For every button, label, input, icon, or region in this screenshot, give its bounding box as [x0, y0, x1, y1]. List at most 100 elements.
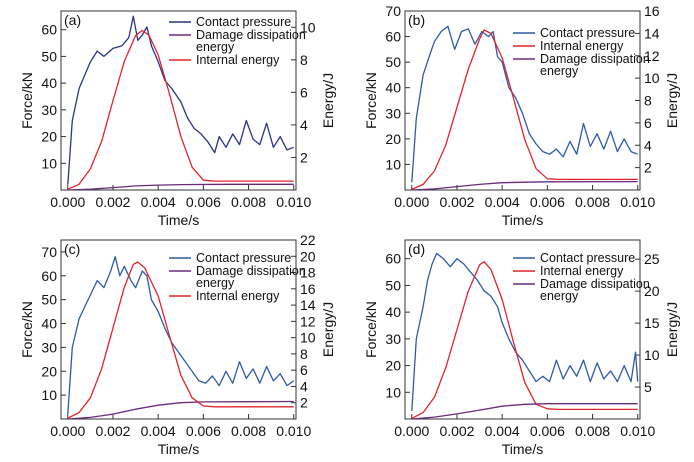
x-tick-label: 0.002	[439, 194, 474, 210]
series-line-internal-energy	[67, 261, 294, 419]
chart-panel-2: 0.000 0.002 0.004 0.006 0.008 0.010 10 20 30 40 50…	[19, 232, 336, 457]
y-right-tick-label: 6	[300, 362, 308, 378]
y-left-axis-label: Force/kN	[19, 301, 35, 358]
y-right-tick-label: 10	[644, 70, 660, 86]
x-tick-label: 0.008	[575, 194, 610, 210]
y-left-tick-label: 30	[385, 105, 401, 121]
legend-entry: Internal energy	[540, 264, 624, 278]
y-right-tick-label: 12	[300, 313, 316, 329]
y-right-tick-label: 10	[644, 347, 660, 363]
y-right-tick-label: 2	[300, 149, 308, 165]
panel-label: (d)	[408, 241, 425, 257]
y-left-tick-label: 50	[41, 48, 57, 64]
y-right-tick-label: 2	[644, 160, 652, 176]
y-left-tick-label: 40	[385, 304, 401, 320]
y-left-tick-label: 10	[385, 384, 401, 400]
x-tick-label: 0.000	[394, 194, 429, 210]
y-left-tick-label: 60	[385, 29, 401, 45]
x-tick-label: 0.000	[394, 423, 429, 439]
y-right-tick-label: 20	[644, 283, 660, 299]
x-axis-label: Time/s	[158, 441, 199, 457]
x-tick-label: 0.008	[575, 423, 610, 439]
y-left-tick-label: 10	[385, 156, 401, 172]
legend-entry: Internal energy	[540, 39, 624, 53]
x-tick-label: 0.010	[276, 423, 311, 439]
x-tick-label: 0.010	[620, 194, 655, 210]
x-tick-label: 0.004	[141, 194, 176, 210]
series-line-damage-dissipation-energy	[411, 180, 638, 190]
legend-entry: Contact pressure	[196, 15, 291, 29]
legend-entry: Damage dissipation energy	[540, 52, 650, 78]
x-axis-label: Time/s	[502, 212, 543, 228]
series-line-contact-pressure	[411, 252, 639, 412]
x-tick-label: 0.006	[186, 194, 221, 210]
y-left-tick-label: 70	[41, 244, 57, 260]
series-line-contact-pressure	[411, 25, 638, 183]
y-right-axis-label: Energy/J	[320, 302, 336, 357]
x-tick-label: 0.006	[530, 423, 565, 439]
x-tick-label: 0.010	[620, 423, 655, 439]
y-left-tick-label: 60	[385, 251, 401, 267]
y-left-tick-label: 70	[385, 3, 401, 19]
plot-frame	[404, 239, 641, 420]
y-left-tick-label: 40	[385, 80, 401, 96]
y-left-tick-label: 50	[41, 292, 57, 308]
panel-label: (a)	[64, 12, 81, 28]
x-tick-label: 0.010	[276, 194, 311, 210]
y-right-tick-label: 4	[644, 137, 652, 153]
series-line-contact-pressure	[67, 15, 294, 185]
x-tick-label: 0.006	[186, 423, 221, 439]
y-right-axis-label: Energy/J	[664, 302, 680, 357]
y-right-tick-label: 8	[300, 346, 308, 362]
y-left-tick-label: 30	[41, 102, 57, 118]
series-line-internal-energy	[411, 29, 638, 190]
x-tick-label: 0.004	[141, 423, 176, 439]
y-left-tick-label: 10	[41, 387, 57, 403]
legend-entry: Contact pressure	[196, 251, 291, 265]
y-right-tick-label: 10	[300, 330, 316, 346]
y-right-tick-label: 6	[300, 84, 308, 100]
x-tick-label: 0.000	[50, 423, 85, 439]
x-tick-label: 0.004	[485, 423, 520, 439]
series-line-damage-dissipation-energy	[411, 403, 638, 419]
legend-entry: Contact pressure	[540, 251, 635, 265]
y-left-tick-label: 20	[385, 358, 401, 374]
y-right-tick-label: 20	[300, 248, 316, 264]
panel-label: (b)	[408, 12, 425, 28]
y-right-axis-label: Energy/J	[320, 73, 336, 128]
plot-frame	[60, 10, 297, 191]
y-right-tick-label: 25	[644, 251, 660, 267]
y-left-tick-label: 60	[41, 268, 57, 284]
y-right-tick-label: 22	[300, 232, 316, 248]
chart-panel-3: 0.000 0.002 0.004 0.006 0.008 0.010 10 20 30 40 50…	[363, 239, 680, 457]
y-left-tick-label: 40	[41, 75, 57, 91]
x-tick-label: 0.008	[231, 194, 266, 210]
series-line-contact-pressure	[67, 256, 295, 415]
x-tick-label: 0.002	[95, 194, 130, 210]
y-left-tick-label: 60	[41, 22, 57, 38]
y-right-tick-label: 8	[300, 52, 308, 68]
y-left-tick-label: 30	[41, 339, 57, 355]
y-left-tick-label: 20	[41, 129, 57, 145]
legend-entry: Internal energy	[196, 289, 280, 303]
y-left-axis-label: Force/kN	[363, 301, 379, 358]
y-right-tick-label: 4	[300, 117, 308, 133]
plot-frame	[60, 239, 297, 420]
y-right-tick-label: 8	[644, 93, 652, 109]
y-right-tick-label: 16	[644, 3, 660, 19]
y-right-tick-label: 14	[300, 297, 316, 313]
y-left-tick-label: 10	[41, 155, 57, 171]
legend-entry: Damage dissipation energy	[540, 277, 650, 303]
x-tick-label: 0.002	[439, 423, 474, 439]
y-left-tick-label: 30	[385, 331, 401, 347]
y-right-tick-label: 16	[300, 281, 316, 297]
series-line-internal-energy	[411, 261, 638, 419]
y-left-tick-label: 50	[385, 277, 401, 293]
y-right-tick-label: 15	[644, 315, 660, 331]
chart-panel-1: 0.000 0.002 0.004 0.006 0.008 0.010 10 20 30 40 50…	[363, 3, 680, 228]
y-left-tick-label: 40	[41, 316, 57, 332]
x-tick-label: 0.000	[50, 194, 85, 210]
x-tick-label: 0.004	[485, 194, 520, 210]
series-line-damage-dissipation-energy	[67, 183, 294, 190]
legend-entry: Damage dissipation energy	[196, 28, 306, 54]
